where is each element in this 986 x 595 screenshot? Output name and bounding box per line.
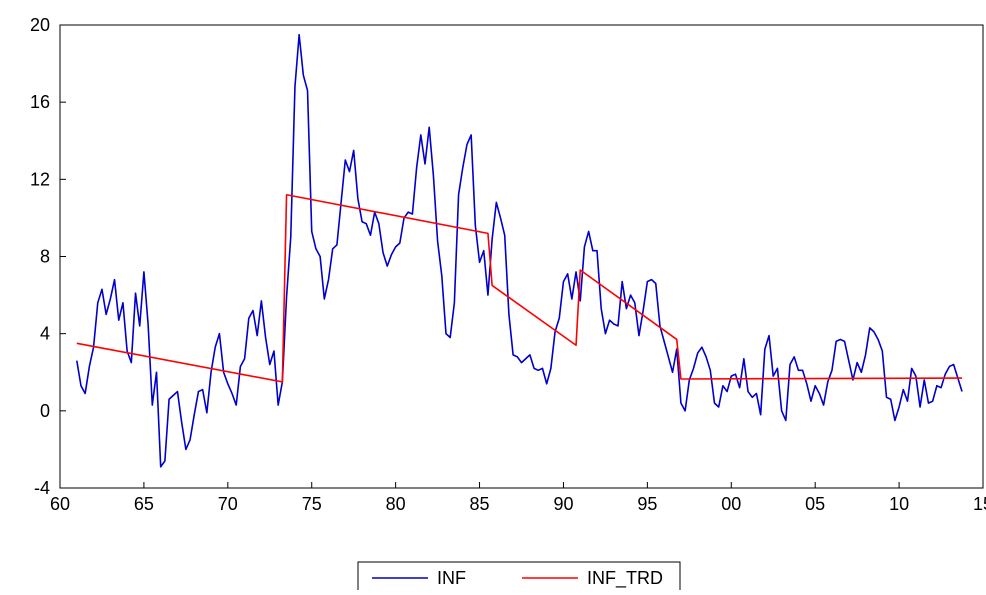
y-axis: 20 16 12 8 4 0 -4: [30, 15, 66, 498]
series-line-inf-trd: [76, 193, 963, 383]
x-tick-label: 85: [470, 494, 490, 514]
x-tick-label: 10: [889, 494, 909, 514]
legend: INF INF_TRD: [357, 561, 681, 593]
legend-box: [357, 561, 681, 593]
x-tick-label: 75: [302, 494, 322, 514]
x-tick-label: 90: [553, 494, 573, 514]
legend-label: INF: [437, 568, 466, 588]
y-tick-label: 16: [30, 92, 50, 112]
plot-frame: [59, 24, 984, 489]
x-tick-label: 65: [134, 494, 154, 514]
y-tick-label: 8: [40, 247, 50, 267]
legend-label: INF_TRD: [587, 568, 663, 589]
series-line-inf: [75, 33, 963, 468]
y-tick-label: 4: [40, 324, 50, 344]
y-tick-label: -4: [34, 478, 50, 498]
x-tick-label: 95: [637, 494, 657, 514]
series-layer: [75, 33, 963, 468]
x-axis: 60 65 70 75 80 85 90 95 00 05 10 15: [50, 482, 986, 514]
y-tick-label: 0: [40, 401, 50, 421]
x-tick-label: 05: [805, 494, 825, 514]
x-tick-label: 70: [218, 494, 238, 514]
x-tick-label: 60: [50, 494, 70, 514]
x-tick-label: 80: [386, 494, 406, 514]
x-tick-label: 00: [721, 494, 741, 514]
x-tick-label: 15: [973, 494, 986, 514]
y-tick-label: 20: [30, 15, 50, 35]
y-tick-label: 12: [30, 169, 50, 189]
